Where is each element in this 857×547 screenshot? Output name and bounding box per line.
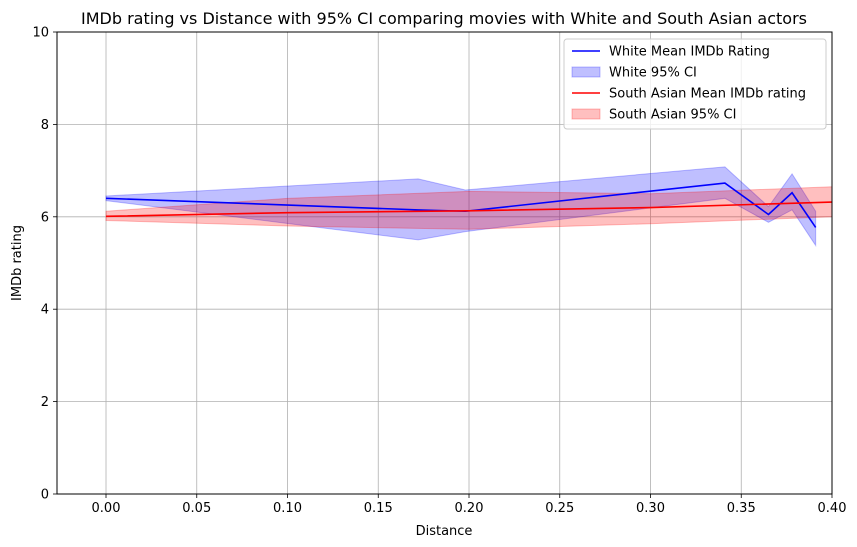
mean-lines — [105, 182, 833, 228]
plot-frame — [56, 31, 833, 495]
legend-label: White 95% CI — [609, 66, 697, 81]
legend-label: White Mean IMDb Rating — [609, 45, 770, 60]
chart-title: IMDb rating vs Distance with 95% CI comp… — [81, 9, 807, 28]
x-tick-label: 0.30 — [636, 501, 665, 516]
y-tick-label: 8 — [41, 118, 49, 133]
y-axis-label: IMDb rating — [10, 225, 25, 301]
x-tick-label: 0.40 — [818, 501, 847, 516]
y-tick-label: 4 — [41, 303, 49, 318]
ci-bands — [105, 166, 833, 248]
legend: White Mean IMDb Rating White 95% CI South … — [563, 38, 827, 130]
ci-band-0 — [105, 166, 817, 248]
x-tick-label: 0.00 — [92, 501, 121, 516]
x-ticks: 0.00 0.05 0.10 0.15 0.20 0.25 0.30 0.35 0.40 — [92, 494, 847, 516]
legend-label: South Asian Mean IMDb rating — [609, 87, 806, 102]
x-tick-label: 0.05 — [182, 501, 211, 516]
x-tick-label: 0.10 — [273, 501, 302, 516]
y-tick-label: 6 — [41, 210, 49, 225]
x-axis-label: Distance — [416, 524, 473, 539]
legend-patch-swatch — [571, 108, 601, 120]
legend-box — [563, 38, 827, 130]
legend-patch-swatch — [571, 66, 601, 78]
y-tick-label: 10 — [32, 26, 49, 41]
x-tick-label: 0.20 — [455, 501, 484, 516]
x-tick-label: 0.25 — [545, 501, 574, 516]
y-tick-label: 0 — [41, 488, 49, 503]
mean-line-1 — [105, 201, 833, 218]
y-ticks: 0 2 4 6 8 10 — [32, 26, 57, 503]
x-tick-label: 0.35 — [727, 501, 756, 516]
legend-label: South Asian 95% CI — [609, 108, 736, 123]
y-tick-label: 2 — [41, 395, 49, 410]
mean-line-0 — [105, 182, 817, 228]
x-tick-label: 0.15 — [364, 501, 393, 516]
